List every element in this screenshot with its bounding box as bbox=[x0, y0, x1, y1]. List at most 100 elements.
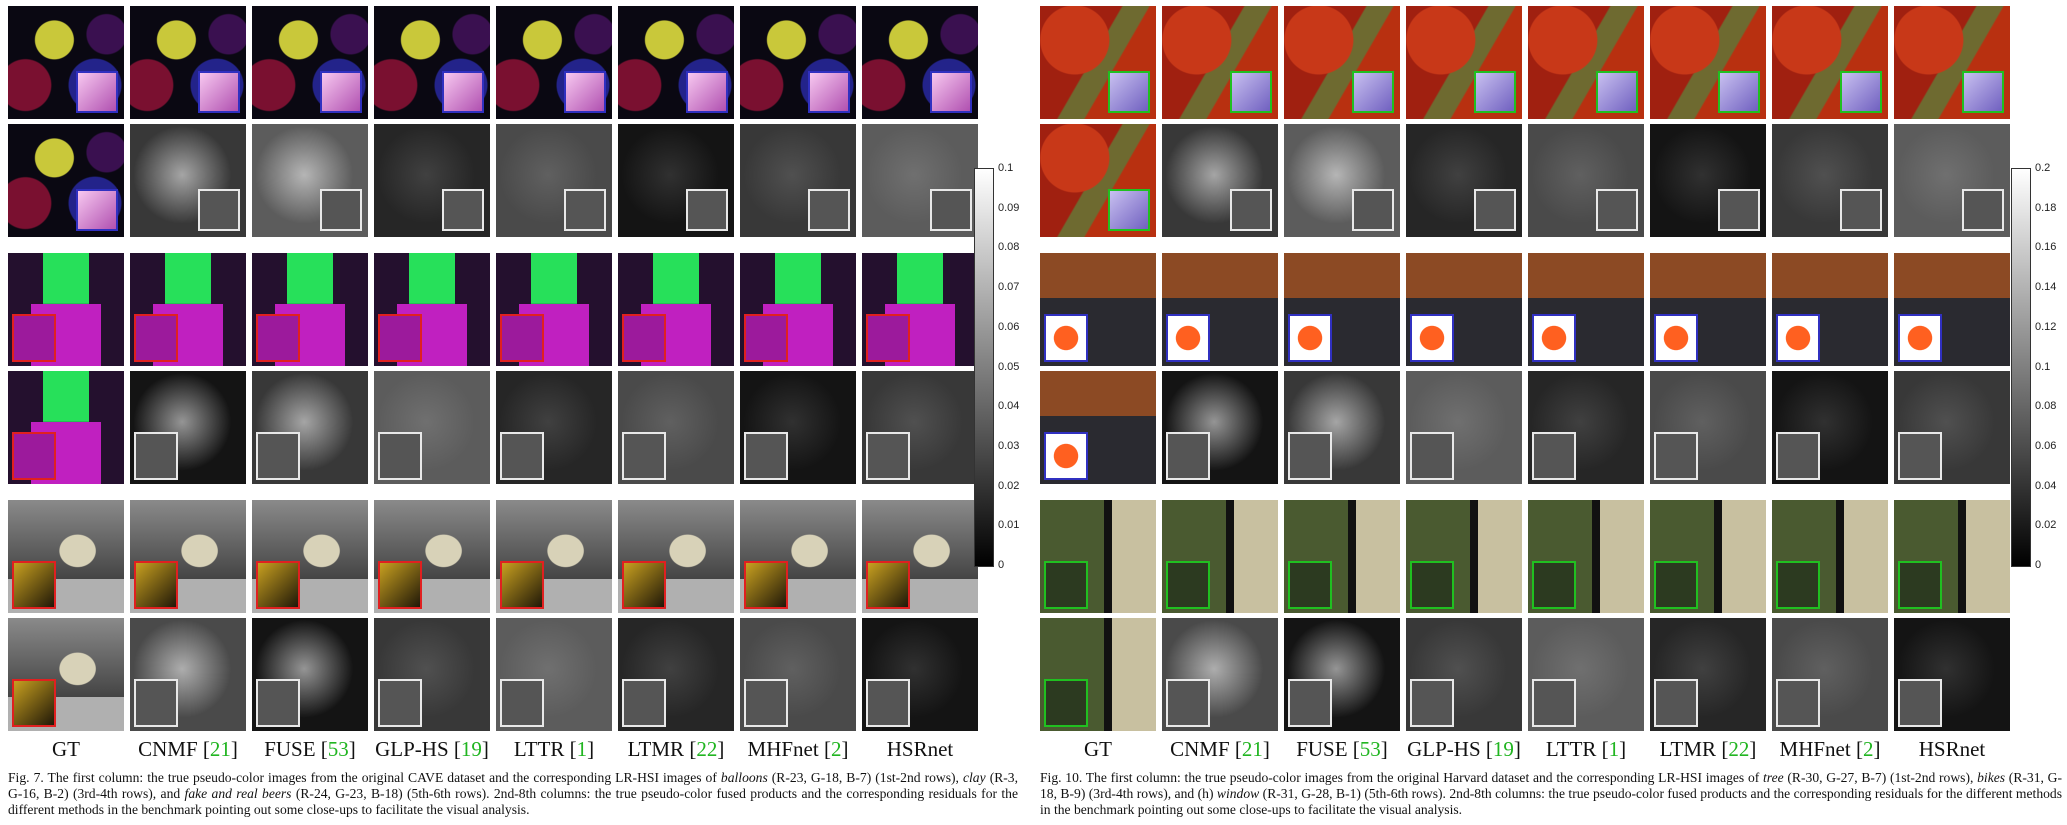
closeup-inset bbox=[1352, 189, 1394, 231]
closeup-inset bbox=[134, 314, 178, 362]
closeup-inset bbox=[1596, 189, 1638, 231]
cave-balloons-residual-col3-image bbox=[252, 124, 368, 237]
closeup-inset bbox=[1776, 314, 1820, 362]
closeup-inset bbox=[12, 561, 56, 609]
cave-beers-fused-col6-image bbox=[618, 500, 734, 613]
closeup-inset bbox=[12, 314, 56, 362]
colorbar-tick-label: 0.12 bbox=[2035, 320, 2057, 333]
closeup-inset bbox=[1166, 679, 1210, 727]
citation-link[interactable]: 1 bbox=[576, 737, 588, 761]
cave-beers-fused-col2-image bbox=[130, 500, 246, 613]
cave-beers-residual-col2-image bbox=[130, 618, 246, 731]
closeup-inset bbox=[1596, 71, 1638, 113]
closeup-inset bbox=[320, 71, 362, 113]
method-label: LTTR [1] bbox=[513, 737, 595, 761]
harvard-tree-fused-col5-image bbox=[1528, 6, 1644, 119]
closeup-inset bbox=[1654, 432, 1698, 480]
closeup-inset bbox=[378, 561, 422, 609]
harvard-bikes-fused-col6-image bbox=[1650, 253, 1766, 366]
method-label: FUSE [53] bbox=[1296, 737, 1388, 761]
citation-link[interactable]: 1 bbox=[1608, 737, 1620, 761]
harvard-bikes-residual-col4-image bbox=[1406, 371, 1522, 484]
harvard-bikes-lrhsi-col1-image bbox=[1040, 371, 1156, 484]
colorbar-tick-label: 0.16 bbox=[2035, 241, 2057, 254]
closeup-inset bbox=[1474, 189, 1516, 231]
closeup-inset bbox=[1108, 189, 1150, 231]
citation-link[interactable]: 21 bbox=[1241, 737, 1263, 761]
harvard-bikes-fused-col3-image bbox=[1284, 253, 1400, 366]
cave-balloons-residual-col4-image bbox=[374, 124, 490, 237]
closeup-inset bbox=[1410, 314, 1454, 362]
closeup-inset bbox=[1654, 679, 1698, 727]
closeup-inset bbox=[866, 432, 910, 480]
harvard-bikes-residual-col3-image bbox=[1284, 371, 1400, 484]
colorbar-tick-label: 0.03 bbox=[998, 439, 1020, 452]
cave-balloons-residual-col5-image bbox=[496, 124, 612, 237]
closeup-inset bbox=[256, 432, 300, 480]
harvard-tree-fused-col2-image bbox=[1162, 6, 1278, 119]
method-label: FUSE [53] bbox=[264, 737, 356, 761]
closeup-inset bbox=[1718, 71, 1760, 113]
citation-link[interactable]: 19 bbox=[1492, 737, 1514, 761]
harvard-bikes-residual-col8-image bbox=[1894, 371, 2010, 484]
harvard-tree-residual-col6-image bbox=[1650, 124, 1766, 237]
cave-balloons-fused-col4-image bbox=[374, 6, 490, 119]
closeup-inset bbox=[622, 561, 666, 609]
cave-clay-fused-col2-image bbox=[130, 253, 246, 366]
closeup-inset bbox=[256, 561, 300, 609]
closeup-inset bbox=[12, 679, 56, 727]
closeup-inset bbox=[500, 679, 544, 727]
closeup-inset bbox=[1166, 561, 1210, 609]
harvard-window-lrhsi-col1-image bbox=[1040, 618, 1156, 731]
figure-10-image-grid bbox=[1040, 6, 2062, 731]
harvard-window-residual-col6-image bbox=[1650, 618, 1766, 731]
colorbar-tick-label: 0.08 bbox=[2035, 400, 2057, 413]
cave-beers-residual-col8-image bbox=[862, 618, 978, 731]
figure-10-colorbar bbox=[2011, 168, 2031, 567]
colorbar-tick-label: 0.1 bbox=[2035, 360, 2051, 373]
caption-label: Fig. 10. bbox=[1040, 770, 1083, 785]
harvard-tree-residual-col2-image bbox=[1162, 124, 1278, 237]
harvard-bikes-fused-col8-image bbox=[1894, 253, 2010, 366]
closeup-inset bbox=[866, 679, 910, 727]
closeup-inset bbox=[198, 71, 240, 113]
citation-link[interactable]: 22 bbox=[1728, 737, 1750, 761]
harvard-window-fused-col2-image bbox=[1162, 500, 1278, 613]
harvard-window-residual-col7-image bbox=[1772, 618, 1888, 731]
row-group-separator bbox=[8, 242, 978, 248]
citation-link[interactable]: 22 bbox=[696, 737, 718, 761]
closeup-inset bbox=[1898, 314, 1942, 362]
citation-link[interactable]: 53 bbox=[1359, 737, 1381, 761]
citation-link[interactable]: 19 bbox=[460, 737, 482, 761]
cave-beers-residual-col3-image bbox=[252, 618, 368, 731]
closeup-inset bbox=[1776, 561, 1820, 609]
figure-7: 0.1 0.09 0.08 0.07 0.06 0.05 0.04 0.03 0.02 0.01 0… bbox=[8, 6, 1020, 818]
closeup-inset bbox=[744, 432, 788, 480]
closeup-inset bbox=[500, 432, 544, 480]
cave-clay-residual-col5-image bbox=[496, 371, 612, 484]
cave-beers-fused-col5-image bbox=[496, 500, 612, 613]
harvard-tree-fused-col8-image bbox=[1894, 6, 2010, 119]
cave-balloons-residual-col7-image bbox=[740, 124, 856, 237]
closeup-inset bbox=[1532, 679, 1576, 727]
citation-link[interactable]: 2 bbox=[830, 737, 842, 761]
citation-link[interactable]: 53 bbox=[327, 737, 349, 761]
harvard-bikes-residual-col2-image bbox=[1162, 371, 1278, 484]
closeup-inset bbox=[1962, 71, 2004, 113]
cave-clay-residual-col2-image bbox=[130, 371, 246, 484]
colorbar-tick-label: 0.08 bbox=[998, 241, 1020, 254]
closeup-inset bbox=[1776, 679, 1820, 727]
citation-link[interactable]: 21 bbox=[209, 737, 231, 761]
cave-balloons-fused-col1-image bbox=[8, 6, 124, 119]
closeup-inset bbox=[1288, 314, 1332, 362]
closeup-inset bbox=[808, 71, 850, 113]
cave-balloons-residual-col6-image bbox=[618, 124, 734, 237]
cave-balloons-fused-col6-image bbox=[618, 6, 734, 119]
closeup-inset bbox=[622, 679, 666, 727]
citation-link[interactable]: 2 bbox=[1862, 737, 1874, 761]
closeup-inset bbox=[564, 71, 606, 113]
cave-clay-fused-col4-image bbox=[374, 253, 490, 366]
figure-10-caption: Fig. 10. The first column: the true pseu… bbox=[1040, 770, 2062, 817]
harvard-tree-fused-col1-image bbox=[1040, 6, 1156, 119]
harvard-window-residual-col8-image bbox=[1894, 618, 2010, 731]
